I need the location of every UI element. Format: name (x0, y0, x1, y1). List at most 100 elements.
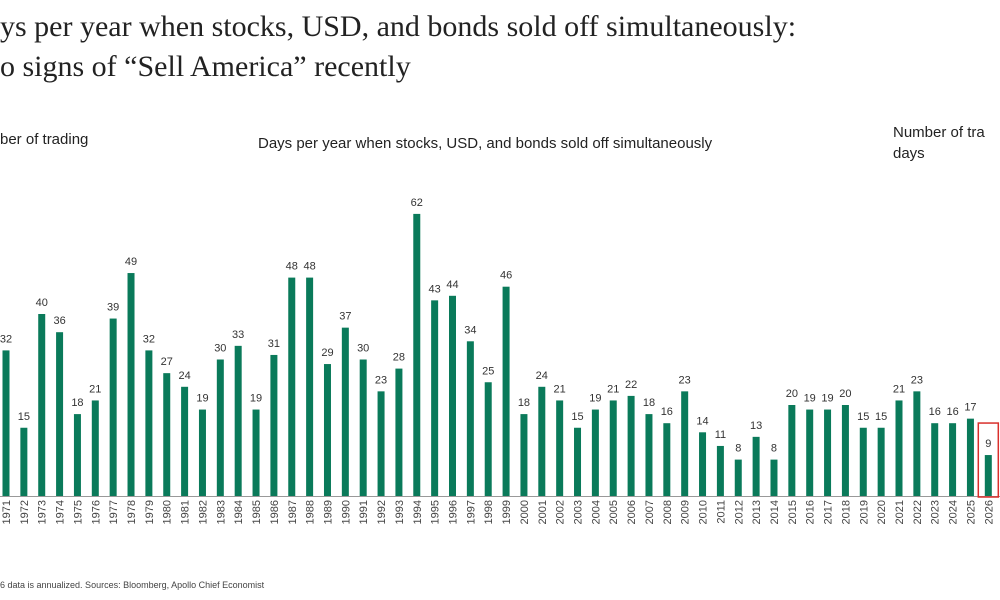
bar-2015 (788, 405, 796, 496)
bar-1985 (252, 409, 260, 496)
bar-2005 (609, 400, 617, 496)
data-label-1989: 29 (321, 347, 333, 359)
data-label-2021: 21 (893, 383, 905, 395)
left-axis-label: ber of trading (0, 131, 89, 148)
chart-title: Days per year when stocks, USD, and bond… (258, 135, 713, 152)
bar-1993 (395, 368, 403, 496)
x-tick-label-2017: 2017 (823, 500, 835, 524)
data-label-2015: 20 (786, 388, 798, 400)
x-tick-label-1981: 1981 (180, 500, 192, 524)
data-label-1992: 23 (375, 374, 387, 386)
data-label-1975: 18 (71, 397, 83, 409)
x-tick-label-2010: 2010 (698, 500, 710, 524)
x-tick-label-1976: 1976 (90, 500, 102, 524)
data-label-1990: 37 (339, 311, 351, 323)
bar-1979 (145, 350, 153, 496)
bar-2017 (824, 409, 832, 496)
x-tick-label-2004: 2004 (590, 500, 602, 524)
x-tick-label-1975: 1975 (72, 500, 84, 524)
bar-1974 (56, 332, 64, 496)
data-label-2007: 18 (643, 397, 655, 409)
bar-2011 (716, 445, 724, 496)
x-tick-label-1986: 1986 (269, 500, 281, 524)
data-label-1979: 32 (143, 333, 155, 345)
x-tick-label-1998: 1998 (483, 500, 495, 524)
bar-1997 (466, 341, 474, 496)
bar-2019 (859, 427, 867, 496)
data-label-2023: 16 (929, 406, 941, 418)
data-label-2004: 19 (589, 393, 601, 405)
bar-2013 (752, 436, 760, 496)
bar-2003 (574, 427, 582, 496)
x-tick-label-1971: 1971 (1, 500, 13, 524)
bar-2014 (770, 459, 778, 496)
data-label-2003: 15 (571, 411, 583, 423)
x-tick-label-1973: 1973 (37, 500, 49, 524)
bar-2022 (913, 391, 921, 496)
bar-1980 (163, 373, 171, 496)
bar-1973 (38, 314, 46, 496)
data-label-2008: 16 (661, 406, 673, 418)
bar-1971 (2, 350, 10, 496)
bar-1998 (484, 382, 492, 496)
footnote: 6 data is annualized. Sources: Bloomberg… (0, 580, 265, 590)
data-label-2006: 22 (625, 379, 637, 391)
x-tick-label-1983: 1983 (215, 500, 227, 524)
data-label-2017: 19 (821, 393, 833, 405)
x-tick-label-2020: 2020 (876, 500, 888, 524)
bar-2008 (663, 423, 671, 496)
data-label-2011: 11 (715, 429, 726, 441)
x-tick-label-1997: 1997 (465, 500, 477, 524)
right-axis-label-line-2: days (893, 145, 925, 162)
x-tick-label-2000: 2000 (519, 500, 531, 524)
data-label-1981: 24 (178, 370, 190, 382)
bar-2024 (949, 423, 957, 496)
bar-2018 (841, 405, 849, 496)
x-tick-label-2011: 2011 (715, 500, 727, 524)
data-label-1993: 28 (393, 352, 405, 364)
x-tick-label-2016: 2016 (805, 500, 817, 524)
data-label-1994: 62 (411, 197, 423, 209)
bar-2016 (806, 409, 814, 496)
x-tick-label-2014: 2014 (769, 500, 781, 524)
x-tick-label-1992: 1992 (376, 500, 388, 524)
x-tick-label-2005: 2005 (608, 500, 620, 524)
x-tick-label-2023: 2023 (930, 500, 942, 524)
x-tick-label-2025: 2025 (965, 500, 977, 524)
x-tick-label-2007: 2007 (644, 500, 656, 524)
bar-1987 (288, 277, 296, 496)
data-label-1982: 19 (196, 393, 208, 405)
bar-1972 (20, 427, 28, 496)
bar-2001 (538, 386, 546, 496)
bar-1982 (198, 409, 206, 496)
x-tick-label-2026: 2026 (983, 500, 995, 524)
page-title-line-2: o signs of “Sell America” recently (0, 50, 411, 83)
data-label-1976: 21 (89, 383, 101, 395)
bar-1988 (306, 277, 314, 496)
bar-2004 (591, 409, 599, 496)
bar-2026 (984, 455, 992, 496)
x-tick-label-1989: 1989 (322, 500, 334, 524)
data-label-1977: 39 (107, 302, 119, 314)
x-tick-label-2009: 2009 (680, 500, 692, 524)
data-label-1991: 30 (357, 343, 369, 355)
data-label-2018: 20 (839, 388, 851, 400)
bar-1986 (270, 354, 278, 496)
x-tick-label-2006: 2006 (626, 500, 638, 524)
x-tick-label-1994: 1994 (412, 500, 424, 524)
x-tick-label-2022: 2022 (912, 500, 924, 524)
bar-2012 (734, 459, 742, 496)
x-tick-label-1984: 1984 (233, 500, 245, 524)
right-axis-label-line-1: Number of tra (893, 124, 985, 141)
data-label-1971: 32 (0, 333, 12, 345)
x-tick-label-2013: 2013 (751, 500, 763, 524)
x-tick-label-1996: 1996 (448, 500, 460, 524)
x-tick-label-2008: 2008 (662, 500, 674, 524)
x-tick-label-1979: 1979 (144, 500, 156, 524)
bar-1999 (502, 286, 510, 496)
x-tick-label-1972: 1972 (19, 500, 31, 524)
bar-2025 (966, 418, 974, 496)
data-label-2001: 24 (536, 370, 548, 382)
data-label-1988: 48 (303, 261, 315, 273)
